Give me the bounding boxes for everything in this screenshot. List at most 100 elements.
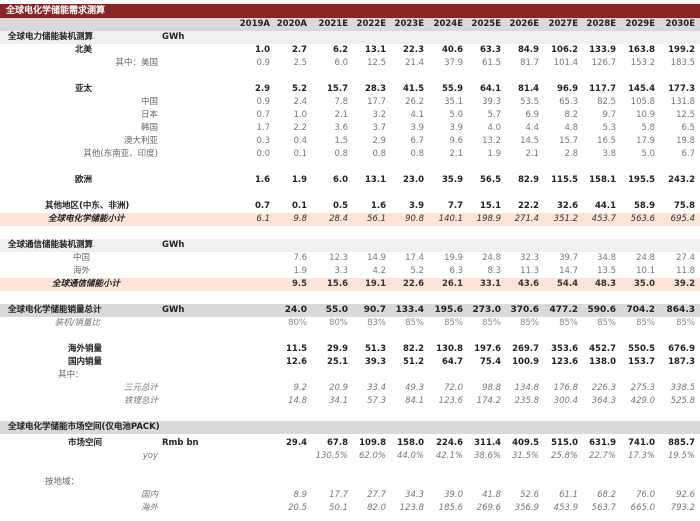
cell: 1.9 — [291, 175, 307, 185]
cell: 793.2 — [670, 503, 695, 513]
cell: 76.0 — [636, 490, 655, 500]
cell: 34.8 — [597, 253, 616, 263]
cell: 13.1 — [365, 45, 386, 55]
blank-row — [0, 463, 700, 476]
cell: 44.0% — [396, 451, 424, 461]
cell: 15.1 — [480, 201, 501, 211]
cell: 41.8 — [482, 490, 501, 500]
row-label: 其他地区(中东、非洲) — [45, 201, 130, 211]
cell: 61.5 — [482, 58, 501, 68]
row-label: 中国 — [72, 253, 90, 263]
cell: 85% — [520, 318, 539, 328]
cell: 452.7 — [589, 344, 616, 354]
cell: 243.2 — [668, 175, 695, 185]
row-label: 铁锂总计 — [123, 396, 158, 406]
cell: 2.1 — [449, 149, 463, 159]
cell: 1.0 — [293, 110, 307, 120]
cell: 3.9 — [449, 123, 463, 133]
cell: 275.3 — [630, 383, 655, 393]
cell: 3.9 — [408, 201, 424, 211]
cell: 98.8 — [482, 383, 501, 393]
column-header: 2030E — [665, 19, 695, 29]
column-header: 2026E — [509, 19, 539, 29]
cell: 42.1% — [435, 451, 463, 461]
cell: 676.9 — [668, 344, 695, 354]
section-row: 全球通信储能装机测算 GWh — [0, 239, 700, 252]
cell: 32.3 — [520, 253, 539, 263]
blank-row — [0, 330, 700, 343]
cell: 11.5 — [286, 344, 307, 354]
cell: 56.1 — [367, 214, 386, 224]
cell: 37.9 — [444, 58, 463, 68]
cell: 1.0 — [254, 45, 270, 55]
cell: 6.0 — [334, 58, 348, 68]
cell: 183.5 — [670, 58, 695, 68]
cell: 5.0 — [449, 110, 463, 120]
row-label: 装机/销量比 — [54, 318, 100, 328]
cell: 356.9 — [514, 503, 539, 513]
cell: 1.6 — [370, 201, 386, 211]
cell: 14.9 — [367, 253, 386, 263]
cell: 300.4 — [553, 396, 578, 406]
country-row: 其中：美国 0.9 2.5 6.0 12.5 21.4 37.9 61.5 81.7 101.4 1… — [0, 57, 700, 70]
cell: 2.4 — [293, 97, 307, 107]
cell: 133.9 — [589, 45, 616, 55]
cell: 3.8 — [602, 149, 616, 159]
cell: 5.8 — [641, 123, 655, 133]
cell: 134.8 — [514, 383, 539, 393]
cell: 2.9 — [254, 84, 270, 94]
cell: 24.8 — [636, 253, 655, 263]
table-title: 全球电化学储能需求测算 — [0, 4, 700, 18]
cell: 32.6 — [557, 201, 578, 211]
cell: 0.0 — [256, 149, 270, 159]
row-label: 海外 — [140, 503, 158, 513]
row-label: 国内 — [140, 490, 158, 500]
cell: 195.5 — [628, 175, 655, 185]
cell: 453.7 — [591, 214, 616, 224]
row-label: 全球电化学储能市场空间(仅电池PACK) — [8, 422, 160, 432]
cell: 81.7 — [520, 58, 539, 68]
cell: 85% — [405, 318, 424, 328]
cell: 72.0 — [444, 383, 463, 393]
cell: 75.4 — [480, 357, 501, 367]
row-label: 其他(东南亚、印度) — [83, 149, 158, 159]
row-label: yoy — [142, 451, 158, 461]
row-label: 其中： — [58, 370, 84, 380]
row-label: 澳大利亚 — [123, 136, 158, 146]
cell: 9.6 — [449, 136, 463, 146]
cell: 5.3 — [602, 123, 616, 133]
cell: 11.8 — [676, 266, 695, 276]
cell: 38.6% — [473, 451, 501, 461]
row-label: 北美 — [75, 45, 93, 55]
cell: 17.9 — [636, 136, 655, 146]
cell: 27.4 — [676, 253, 695, 263]
cell: 174.2 — [476, 396, 501, 406]
column-header: 2029E — [625, 19, 655, 29]
cell: 5.2 — [291, 84, 307, 94]
cell: 563.7 — [591, 503, 616, 513]
cell: 235.8 — [514, 396, 539, 406]
detail-row: 海外 20.5 50.1 82.0 123.8 185.6 269.6 356.9 453.9 5… — [0, 502, 700, 515]
cell: 50.1 — [329, 503, 348, 513]
blank-row — [0, 291, 700, 304]
cell: 0.3 — [256, 136, 270, 146]
column-header: 2028E — [586, 19, 616, 29]
cell: 271.4 — [514, 214, 539, 224]
cell: 31.5% — [511, 451, 539, 461]
cell: 14.5 — [520, 136, 539, 146]
cell: 22.6 — [403, 279, 424, 289]
cell: 85% — [676, 318, 695, 328]
cell: 0.5 — [332, 201, 348, 211]
cell: 35.0 — [634, 279, 655, 289]
cell: 269.6 — [476, 503, 501, 513]
cell: 1.9 — [487, 149, 501, 159]
column-header: 2021E — [318, 19, 348, 29]
cell: 22.3 — [403, 45, 424, 55]
cell: 39.3 — [365, 357, 386, 367]
cell: 177.3 — [668, 84, 695, 94]
cell: 0.8 — [410, 149, 424, 159]
cell: 12.5 — [367, 58, 386, 68]
cell: 224.6 — [436, 438, 463, 448]
cell: 44.1 — [595, 201, 616, 211]
cell: 187.3 — [668, 357, 695, 367]
